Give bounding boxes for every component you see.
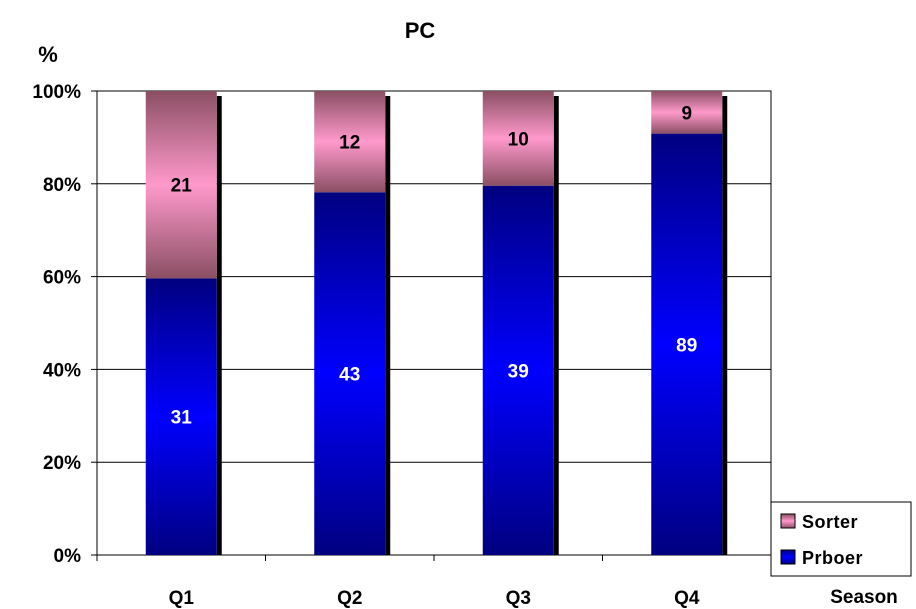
data-label: 39 [508, 361, 529, 382]
y-tick-label: 40% [43, 360, 81, 381]
legend-label-sorter: Sorter [802, 512, 858, 532]
bar-shadow [385, 96, 391, 555]
bar-sorter-q3 [482, 91, 554, 186]
legend-items: Sorter Prboer [780, 512, 863, 568]
category-label: Q2 [337, 588, 362, 609]
y-tick-label: 0% [54, 546, 82, 567]
category-labels: Q1 Q2 Q3 Q4 [169, 588, 700, 609]
bar-sorter-q1 [145, 91, 217, 279]
y-tick-label: 100% [32, 82, 81, 103]
legend: Sorter Prboer [770, 501, 912, 577]
y-tick-label: 80% [43, 175, 81, 196]
data-label: 9 [681, 103, 692, 124]
bar-sorter-q2 [314, 91, 386, 193]
data-label: 89 [676, 335, 697, 356]
bar-prboer-q4 [651, 133, 723, 555]
category-label: Q3 [506, 588, 531, 609]
bar-shadow [722, 96, 728, 555]
bars: 31 21 43 12 39 10 89 9 [145, 91, 728, 555]
data-label: 43 [339, 365, 360, 386]
y-axis-ticks: 0% 20% 40% 60% 80% 100% [32, 82, 97, 567]
bar-shadow [216, 96, 222, 555]
y-tick-label: 60% [43, 268, 81, 289]
category-label: Q1 [169, 588, 195, 609]
data-label: 21 [171, 176, 193, 197]
bar-prboer-q3 [482, 185, 554, 555]
x-axis-ticks [96, 555, 772, 561]
legend-swatch-prboer [780, 549, 796, 565]
category-label: Q4 [674, 588, 700, 609]
data-label: 12 [339, 133, 360, 154]
bar-prboer-q1 [145, 278, 217, 555]
data-label: 10 [508, 129, 529, 150]
bar-shadow [553, 96, 559, 555]
legend-swatch-sorter [780, 513, 796, 529]
bar-prboer-q2 [314, 192, 386, 555]
x-axis-label: Season [830, 587, 898, 608]
chart-title: PC [405, 18, 436, 43]
y-axis-label: % [38, 42, 58, 67]
data-label: 31 [171, 408, 193, 429]
legend-label-prboer: Prboer [802, 548, 863, 568]
bar-sorter-q4 [651, 91, 723, 134]
y-tick-label: 20% [43, 453, 81, 474]
